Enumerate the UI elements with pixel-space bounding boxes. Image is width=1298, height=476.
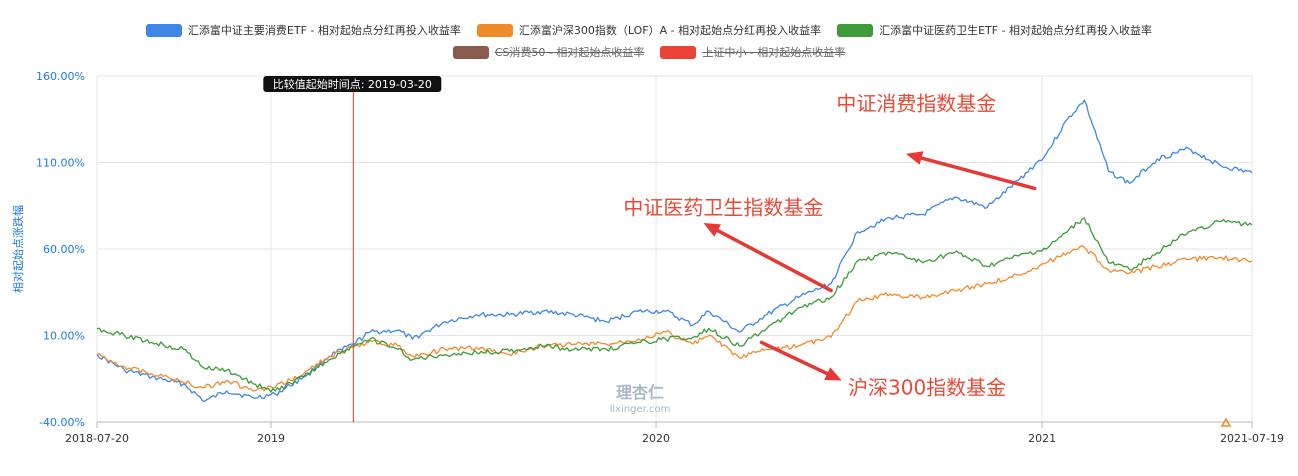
series-line-0: [96, 99, 1253, 402]
legend-item-cs-consumer50[interactable]: CS消费50 - 相对起始点收益率: [452, 44, 645, 60]
legend-swatch-hs300-lof: [476, 23, 513, 37]
annotation-arrow-shaft-2: [759, 340, 829, 376]
series-lines: [96, 99, 1253, 402]
marker-label-box: [263, 76, 442, 92]
legend-swatch-cs-consumer50: [452, 45, 489, 59]
series-line-2: [96, 217, 1253, 393]
watermark: 理杏仁 lixinger.com: [610, 383, 671, 415]
y-axis-label: 相对起始点涨跌幅: [11, 205, 25, 293]
y-tick-label: 10.00%: [43, 330, 85, 343]
x-axis: 2018-07-20 2019 2020 2021 2021-07-19: [65, 421, 1284, 445]
warning-triangle-icon: [1220, 417, 1232, 427]
x-tick-label: 2021-07-19: [1220, 432, 1284, 445]
legend-item-health-etf[interactable]: 汇添富中证医药卫生ETF - 相对起始点分红再投入收益率: [837, 22, 1152, 38]
y-tick-label: -40.00%: [39, 416, 85, 429]
legend-swatch-consumer-etf: [145, 23, 182, 37]
series-line-1: [96, 245, 1253, 392]
x-tick-label: 2020: [642, 432, 670, 445]
legend-label: 汇添富沪深300指数（LOF）A - 相对起始点分红再投入收益率: [518, 24, 822, 37]
legend-item-hs300-lof[interactable]: 汇添富沪深300指数（LOF）A - 相对起始点分红再投入收益率: [476, 22, 822, 38]
legend-item-consumer-etf[interactable]: 汇添富中证主要消费ETF - 相对起始点分红再投入收益率: [145, 22, 461, 38]
y-axis: 160.00% 110.00% 60.00% 10.00% -40.00%: [36, 70, 85, 429]
legend: 汇添富中证主要消费ETF - 相对起始点分红再投入收益率 汇添富沪深300指数（…: [0, 22, 1298, 66]
legend-label: 汇添富中证主要消费ETF - 相对起始点分红再投入收益率: [187, 24, 461, 37]
legend-row-2: CS消费50 - 相对起始点收益率 上证中小 - 相对起始点收益率: [0, 44, 1298, 60]
watermark-logo: 理杏仁: [616, 383, 664, 402]
legend-row-1: 汇添富中证主要消费ETF - 相对起始点分红再投入收益率 汇添富沪深300指数（…: [0, 22, 1298, 38]
annotation-arrow-head-2: [824, 367, 842, 381]
legend-label: 汇添富中证医药卫生ETF - 相对起始点分红再投入收益率: [879, 24, 1153, 37]
legend-item-sse-smallmid[interactable]: 上证中小 - 相对起始点收益率: [660, 44, 845, 60]
y-tick-label: 110.00%: [36, 157, 85, 170]
y-tick-label: 160.00%: [36, 70, 85, 83]
legend-label: 上证中小 - 相对起始点收益率: [702, 46, 846, 59]
annotation-arrow-head-0: [906, 151, 924, 165]
annotation-text-0: 中证消费指数基金: [836, 92, 996, 116]
legend-swatch-health-etf: [837, 23, 874, 37]
annotation-arrow-shaft-0: [919, 156, 1037, 191]
annotation-arrow-head-1: [703, 223, 721, 237]
legend-swatch-sse-smallmid: [660, 45, 697, 59]
annotation-arrow-shaft-1: [715, 228, 833, 293]
marker-label: 比较值起始时间点: 2019-03-20: [273, 77, 432, 91]
x-tick-label: 2019: [257, 432, 285, 445]
start-marker: 比较值起始时间点: 2019-03-20: [263, 76, 442, 422]
x-tick-label: 2021: [1028, 432, 1056, 445]
y-tick-label: 60.00%: [43, 243, 85, 256]
watermark-url: lixinger.com: [610, 404, 671, 415]
annotation-text-2: 沪深300指数基金: [848, 375, 1006, 399]
annotation-text-1: 中证医药卫生指数基金: [623, 195, 823, 219]
x-tick-label: 2018-07-20: [65, 432, 129, 445]
legend-label: CS消费50 - 相对起始点收益率: [494, 46, 645, 59]
